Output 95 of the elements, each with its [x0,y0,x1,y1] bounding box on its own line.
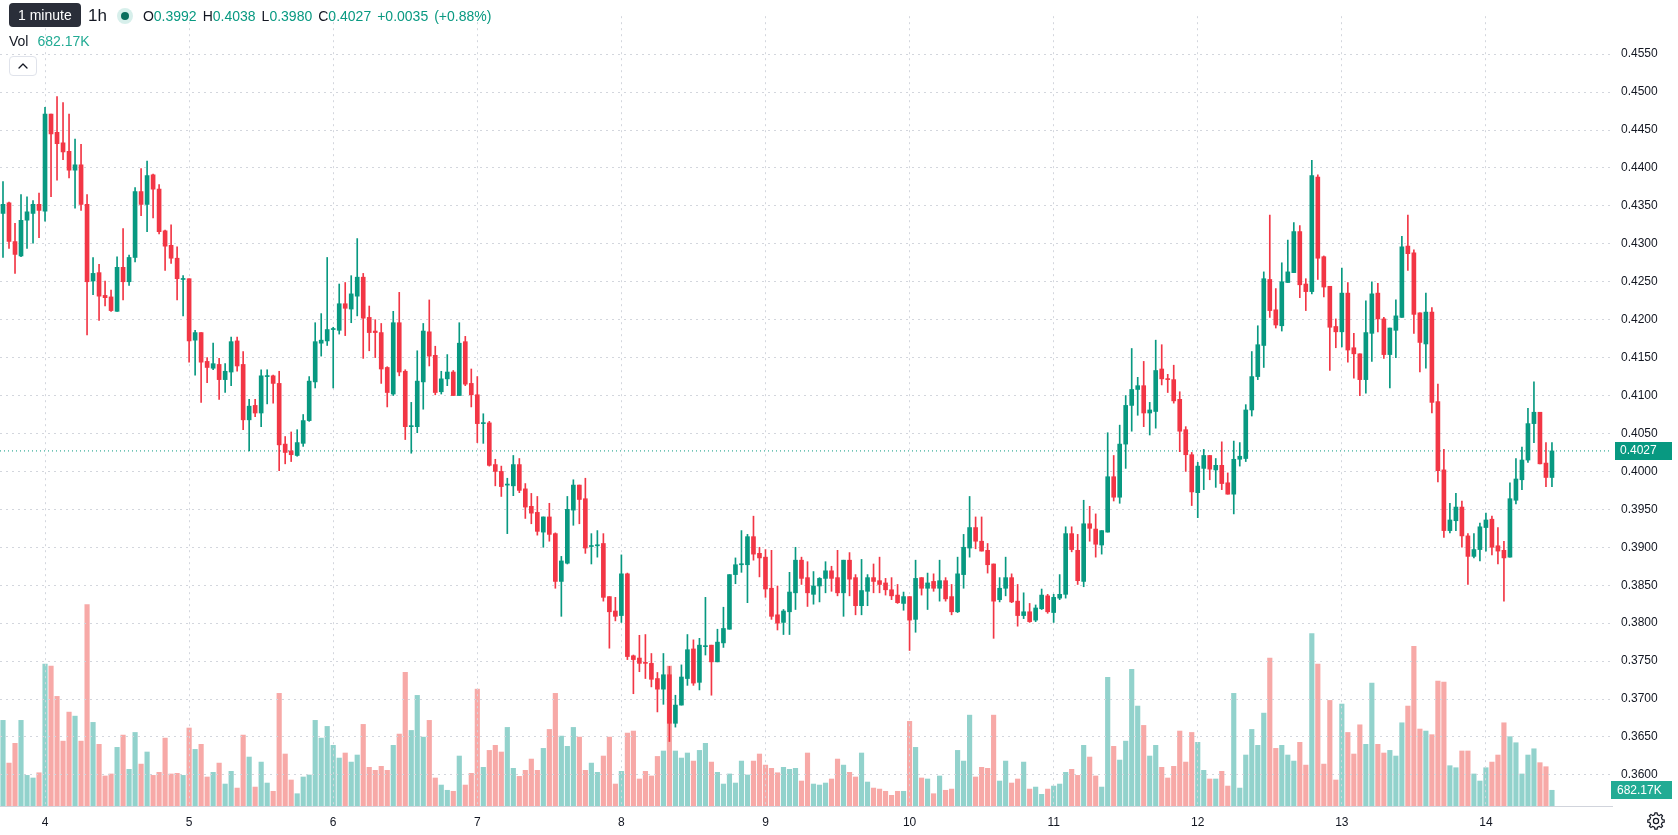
bar [1027,788,1033,806]
y-tick-label: 0.4000 [1621,463,1659,478]
bar [1339,703,1345,806]
bar [540,748,546,806]
bar [210,772,216,806]
candlestick [480,413,486,444]
bar [1549,789,1555,806]
ref-line-label: 0.4027 [1620,443,1658,458]
y-tick-label: 0.3700 [1621,691,1659,706]
annotation: 682.17K [37,33,90,49]
bar [42,663,48,806]
bar [918,777,925,806]
candlestick [444,354,450,387]
bar [180,775,186,806]
bar [120,734,126,806]
y-tick-label: 0.4050 [1621,425,1659,440]
bar [690,760,697,806]
x-tick-label: 10 [902,814,917,829]
bar [252,786,258,806]
y-tick-label: 0.4250 [1621,274,1659,289]
bar [114,747,120,806]
candlestick [210,342,216,371]
bar [925,778,931,806]
candlestick [1351,333,1357,379]
bar [1141,725,1147,806]
y-tick-label: 0.3750 [1621,653,1659,668]
y-tick-label: 0.3650 [1621,729,1659,744]
bar [390,745,396,806]
y-tick-label: 0.4200 [1621,311,1659,326]
bar [1081,745,1087,806]
bar [1207,778,1213,806]
bar [912,747,919,806]
candlestick [180,275,186,317]
bar [456,755,462,806]
candlestick [36,192,42,239]
text: 682.17K [1611,781,1672,800]
bar [660,750,666,806]
x-tick-label: 11 [1047,814,1061,829]
bar [1423,730,1429,806]
tooltip: 1 minute [9,3,81,27]
candlestick [1213,458,1219,488]
y-tick-label: 0.3800 [1621,615,1659,630]
y-tick-label: 0.4350 [1621,198,1659,213]
bar [708,761,715,806]
bar [138,763,144,806]
bar [450,790,456,806]
y-tick-label: 0.4500 [1621,84,1659,99]
bar [36,772,42,806]
bar [1111,746,1117,806]
bar [186,727,192,806]
bar [246,756,252,806]
x-tick-label: 14 [1479,814,1493,829]
bar [0,720,6,806]
chart-title: 1h [88,6,107,26]
x-tick-label: 8 [618,814,626,829]
bar [1213,778,1219,806]
text: O0.3992 H0.4038 L0.3980 C0.4027 +0.0035 (+0.88%) [142,8,492,24]
x-tick-label: 12 [1191,814,1205,829]
y-tick-label: 0.4100 [1621,387,1659,402]
bar [1021,761,1027,806]
candlestick [342,282,348,336]
annotation: Vol [9,33,29,49]
bar [618,771,624,806]
bar [144,751,150,806]
annotation: 1 minute [18,7,72,23]
y-tick-label: 0.4400 [1621,160,1659,175]
bar [931,793,937,806]
y-tick-label: 0.4150 [1621,349,1659,364]
bar [900,790,907,806]
bar [937,775,943,806]
x-tick-label: 6 [329,814,337,829]
bar [480,766,486,806]
x-tick-label: 7 [473,814,481,829]
y-tick-label: 0.3600 [1621,767,1659,782]
bar [192,749,198,806]
x-tick-label: 9 [762,814,770,829]
y-tick-label: 0.3900 [1621,539,1659,554]
bar [840,764,847,806]
y-tick-label: 0.4300 [1621,236,1659,251]
bar [1309,633,1315,806]
bar [216,762,222,806]
x-tick-label: 5 [185,814,193,829]
y-tick-label: 0.3950 [1621,501,1659,516]
x-tick-label: 4 [41,814,49,829]
y-tick-label: 0.3850 [1621,577,1659,592]
x-tick-label: 13 [1335,814,1349,829]
candlestick [1087,505,1093,542]
bar [90,722,96,806]
bar [906,721,913,806]
bar [1045,788,1051,806]
y-tick-label: 0.4450 [1621,122,1659,137]
candlestick [264,369,270,405]
bar [72,715,78,806]
y-tick-label: 0.4550 [1621,46,1659,61]
bar [342,752,348,806]
